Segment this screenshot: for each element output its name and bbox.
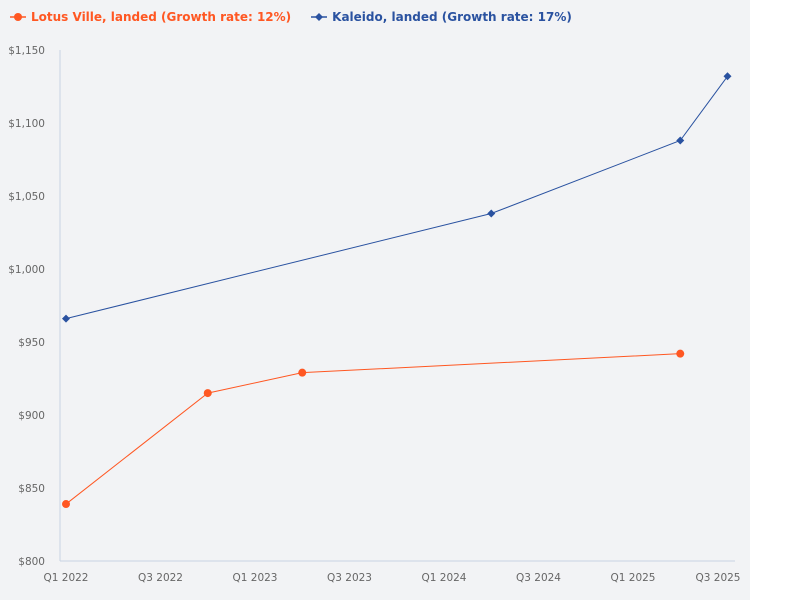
data-point xyxy=(676,349,685,358)
y-tick-label: $1,100 xyxy=(8,118,45,130)
x-tick-label: Q1 2023 xyxy=(232,572,277,584)
data-point xyxy=(62,500,70,509)
x-tick-label: Q3 2022 xyxy=(138,572,183,584)
legend-diamond-marker-icon xyxy=(311,13,328,21)
data-point xyxy=(298,368,307,377)
y-tick-label: $850 xyxy=(18,483,45,495)
y-tick-label: $800 xyxy=(18,556,45,568)
legend-item-lotus-ville[interactable]: Lotus Ville, landed (Growth rate: 12%) xyxy=(10,10,291,24)
data-point xyxy=(723,72,732,81)
data-point xyxy=(203,389,212,398)
data-point xyxy=(487,209,496,218)
x-tick-label: Q1 2024 xyxy=(421,572,466,584)
x-tick-label: Q3 2023 xyxy=(327,572,372,584)
series-1 xyxy=(62,72,732,323)
x-tick-label: Q3 2024 xyxy=(516,572,561,584)
y-tick-label: $950 xyxy=(18,337,45,349)
x-tick-label: Q3 2025 xyxy=(695,572,740,584)
series-line xyxy=(65,353,681,505)
series-0 xyxy=(62,349,685,509)
data-point xyxy=(62,314,70,323)
series-line xyxy=(65,75,728,320)
legend-label-lotus-ville: Lotus Ville, landed (Growth rate: 12%) xyxy=(31,10,292,24)
x-tick-label: Q1 2022 xyxy=(43,572,88,584)
y-tick-label: $900 xyxy=(18,410,45,422)
x-tick-label: Q1 2025 xyxy=(610,572,655,584)
legend-item-kaleido[interactable]: Kaleido, landed (Growth rate: 17%) xyxy=(311,10,572,24)
legend: Lotus Ville, landed (Growth rate: 12%) K… xyxy=(10,10,572,24)
y-tick-label: $1,150 xyxy=(8,45,45,57)
y-tick-label: $1,000 xyxy=(8,264,45,276)
y-tick-label: $1,050 xyxy=(8,191,45,203)
legend-circle-marker-icon xyxy=(10,13,26,21)
data-point xyxy=(676,136,685,145)
legend-label-kaleido: Kaleido, landed (Growth rate: 17%) xyxy=(332,10,572,24)
chart-background xyxy=(0,0,750,600)
